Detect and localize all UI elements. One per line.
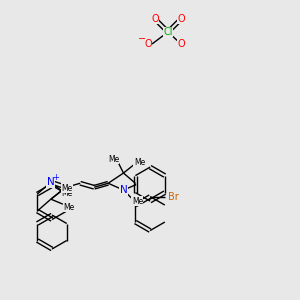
Text: Me: Me (134, 158, 145, 166)
Text: −: − (138, 34, 146, 44)
Text: O: O (177, 39, 185, 49)
Text: N: N (47, 177, 55, 187)
Text: Br: Br (168, 191, 178, 202)
Text: +: + (52, 173, 59, 182)
Text: O: O (144, 39, 152, 49)
Text: Me: Me (63, 203, 74, 212)
Text: O: O (177, 14, 185, 24)
Text: Me: Me (132, 196, 143, 206)
Text: Me: Me (108, 154, 119, 164)
Text: Me: Me (61, 189, 73, 198)
Text: Cl: Cl (163, 27, 173, 37)
Text: Me: Me (61, 184, 73, 193)
Text: O: O (151, 14, 159, 24)
Text: N: N (120, 185, 128, 195)
